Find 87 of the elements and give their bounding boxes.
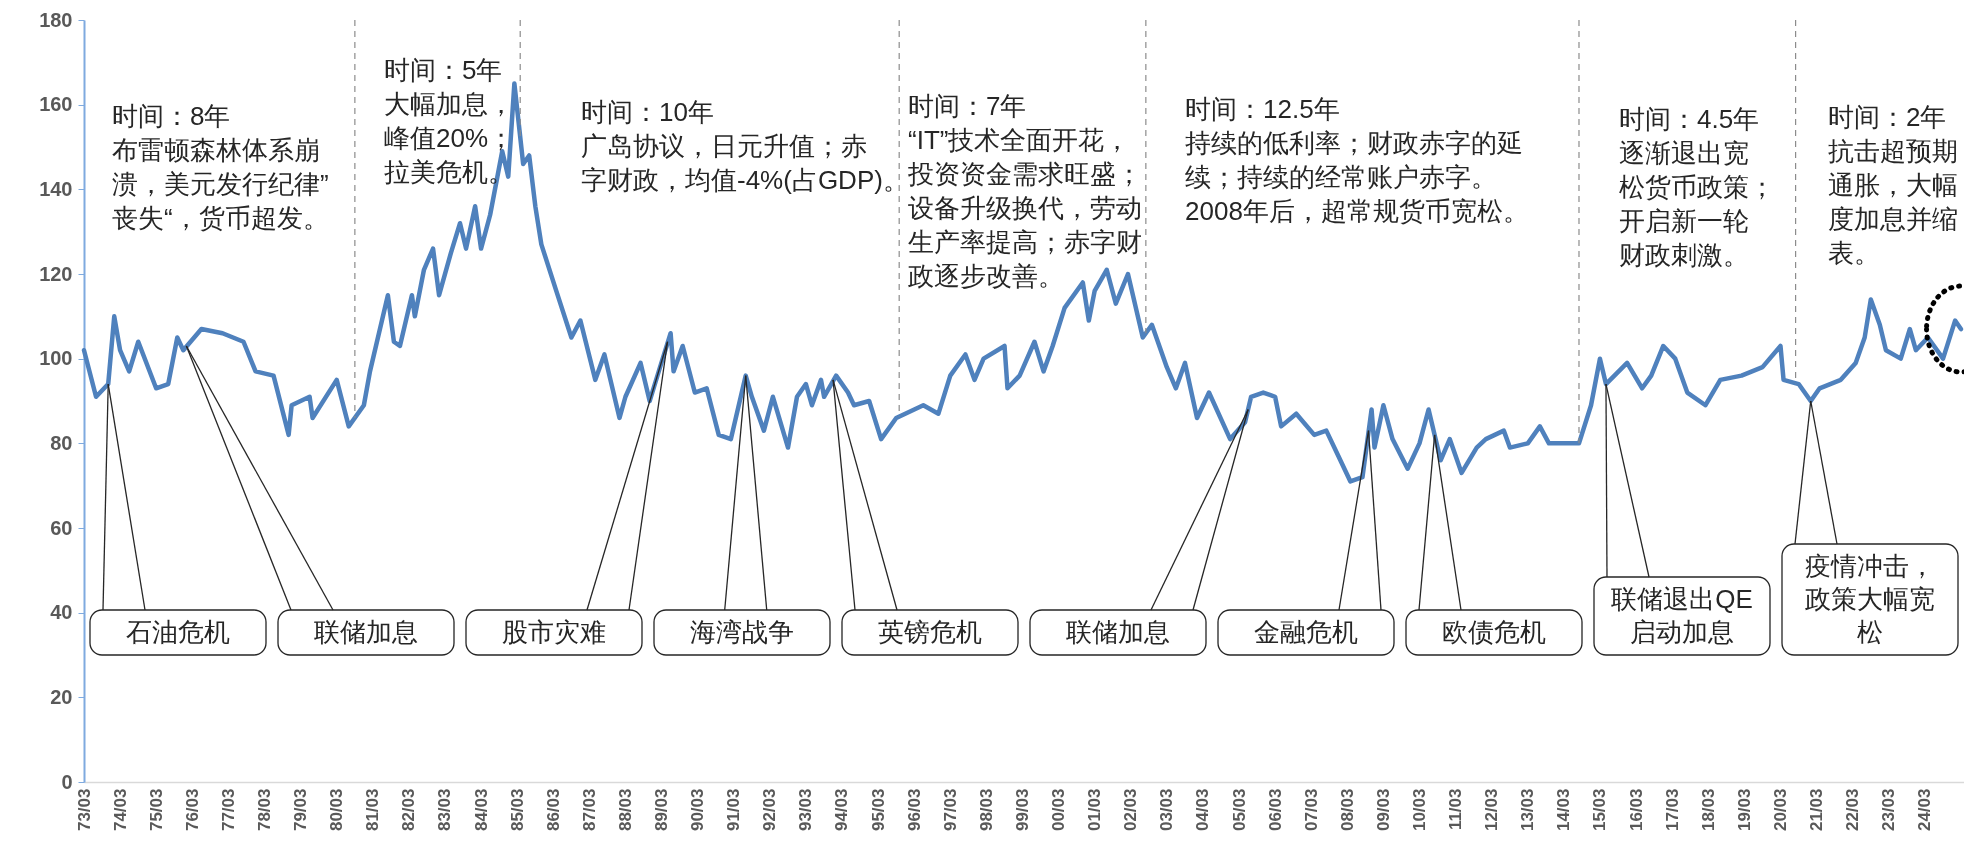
x-tick-label: 86/03: [543, 788, 563, 832]
y-tick-label: 0: [61, 770, 73, 793]
x-tick-label: 23/03: [1879, 788, 1899, 832]
y-tick-label: 40: [50, 601, 73, 624]
annotation: 海湾战争: [690, 616, 794, 647]
x-tick-label: 79/03: [291, 788, 311, 832]
annotation: “IT”技术全面开花，投资资金需求旺盛；设备升级换代，劳动生产率提高；赤字财政逐步改善。: [907, 125, 1142, 291]
y-tick-label: 140: [39, 177, 73, 200]
annotation: 时间：12.5年: [1185, 94, 1340, 124]
x-tick-label: 20/03: [1770, 788, 1790, 832]
x-tick-label: 18/03: [1698, 788, 1718, 832]
y-tick-label: 120: [39, 262, 73, 285]
annotation: 石油危机: [126, 616, 230, 647]
annotation: 时间：5年: [384, 55, 503, 85]
x-tick-label: 93/03: [796, 788, 816, 832]
annotation: 广岛协议，日元升值；赤字财政，均值-4%(占GDP)。: [581, 131, 909, 195]
annotation: 时间：7年: [908, 91, 1027, 121]
annotation: 英镑危机: [878, 616, 982, 647]
x-tick-label: 06/03: [1265, 788, 1285, 832]
x-tick-label: 78/03: [254, 788, 274, 832]
x-tick-label: 22/03: [1843, 788, 1863, 832]
x-tick-label: 16/03: [1626, 788, 1646, 832]
x-tick-label: 10/03: [1409, 788, 1429, 832]
y-tick-label: 180: [39, 8, 73, 31]
annotation: 欧债危机: [1442, 616, 1546, 647]
annotation: 布雷顿森林体系崩溃，美元发行纪律”丧失“，货币超发。: [112, 135, 329, 233]
annotation: 抗击超预期通胀，大幅度加息并缩表。: [1828, 136, 1958, 268]
x-tick-label: 01/03: [1085, 788, 1105, 832]
x-tick-label: 09/03: [1373, 788, 1393, 832]
x-tick-label: 80/03: [327, 788, 347, 832]
x-tick-label: 97/03: [940, 788, 960, 832]
x-tick-label: 99/03: [1012, 788, 1032, 832]
annotation: 联储退出QE启动加息: [1611, 583, 1753, 647]
annotation: 逐渐退出宽松货币政策；开启新一轮财政刺激。: [1619, 138, 1775, 270]
annotation: 大幅加息，峰值20%；拉美危机。: [384, 89, 515, 187]
annotation: 持续的低利率；财政赤字的延续；持续的经常账户赤字。2008年后，超常规货币宽松。: [1185, 128, 1529, 226]
y-tick-label: 60: [50, 516, 73, 539]
x-tick-label: 73/03: [74, 788, 94, 832]
x-tick-label: 14/03: [1554, 788, 1574, 832]
x-tick-label: 83/03: [435, 788, 455, 832]
y-tick-label: 80: [50, 431, 73, 454]
annotation: 金融危机: [1254, 616, 1358, 647]
x-tick-label: 00/03: [1049, 788, 1069, 832]
x-tick-label: 21/03: [1807, 788, 1827, 832]
y-tick-label: 20: [50, 685, 73, 708]
x-tick-label: 75/03: [146, 788, 166, 832]
x-tick-label: 24/03: [1915, 788, 1935, 832]
x-tick-label: 82/03: [399, 788, 419, 832]
x-tick-label: 90/03: [688, 788, 708, 832]
annotation: 时间：8年: [112, 101, 231, 131]
x-tick-label: 87/03: [579, 788, 599, 832]
x-tick-label: 03/03: [1157, 788, 1177, 832]
x-tick-label: 12/03: [1482, 788, 1502, 832]
annotation: 联储加息: [1066, 616, 1170, 647]
annotation: 时间：2年: [1828, 102, 1947, 132]
annotation: 股市灾难: [502, 616, 606, 647]
annotation: 时间：10年: [581, 97, 714, 127]
x-tick-label: 81/03: [363, 788, 383, 832]
x-tick-label: 77/03: [218, 788, 238, 832]
x-tick-label: 15/03: [1590, 788, 1610, 832]
annotation: 疫情冲击，政策大幅宽松: [1805, 550, 1935, 647]
x-tick-label: 91/03: [724, 788, 744, 832]
x-tick-label: 94/03: [832, 788, 852, 832]
y-tick-label: 160: [39, 93, 73, 116]
annotation: 联储加息: [314, 616, 418, 647]
x-tick-label: 92/03: [760, 788, 780, 832]
x-tick-label: 11/03: [1446, 788, 1466, 831]
x-tick-label: 84/03: [471, 788, 491, 832]
x-tick-label: 89/03: [652, 788, 672, 832]
annotation: 时间：4.5年: [1619, 104, 1760, 134]
x-tick-label: 95/03: [868, 788, 888, 832]
x-tick-label: 08/03: [1337, 788, 1357, 832]
x-tick-label: 98/03: [976, 788, 996, 832]
x-tick-label: 13/03: [1518, 788, 1538, 832]
x-tick-label: 17/03: [1662, 788, 1682, 832]
x-tick-label: 07/03: [1301, 788, 1321, 832]
x-tick-label: 02/03: [1121, 788, 1141, 832]
x-tick-label: 04/03: [1193, 788, 1213, 832]
y-tick-label: 100: [39, 347, 73, 370]
line-series: [81, 81, 1964, 484]
x-tick-label: 85/03: [507, 788, 527, 832]
x-tick-label: 19/03: [1734, 788, 1754, 832]
x-tick-label: 88/03: [615, 788, 635, 832]
x-tick-label: 05/03: [1229, 788, 1249, 832]
x-tick-label: 96/03: [904, 788, 924, 832]
x-tick-label: 76/03: [182, 788, 202, 832]
x-tick-label: 74/03: [110, 788, 130, 832]
